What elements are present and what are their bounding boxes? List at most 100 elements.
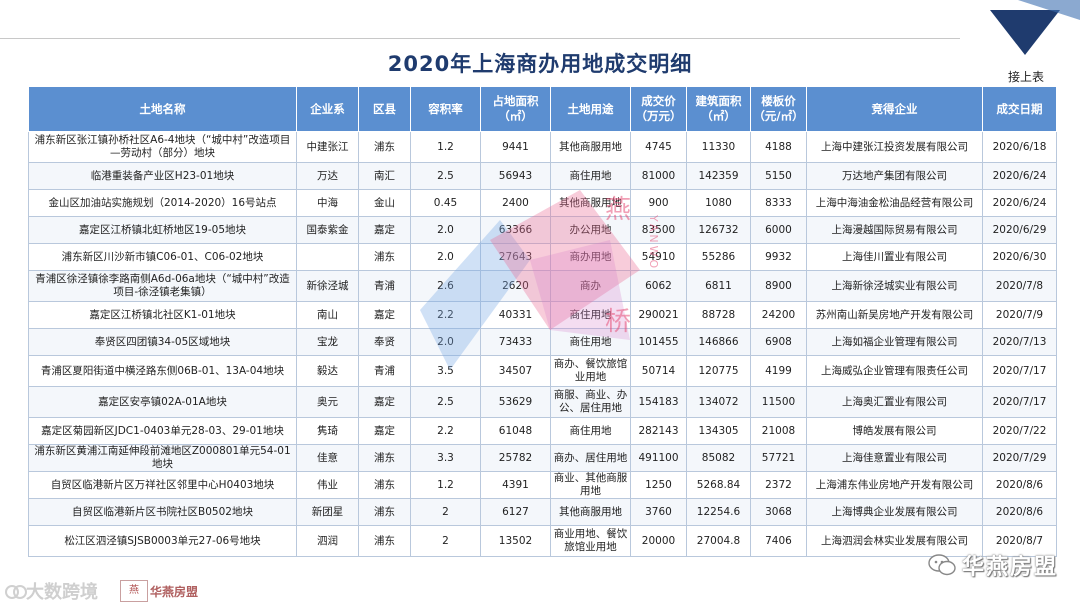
cell-price: 81000 <box>630 162 687 190</box>
cell-date: 2020/6/30 <box>982 243 1057 271</box>
cell-date: 2020/7/17 <box>982 386 1057 418</box>
cell-district: 南汇 <box>358 162 411 190</box>
cell-price: 900 <box>630 189 687 217</box>
cell-land-area: 2620 <box>480 270 551 302</box>
cell-use: 其他商服用地 <box>550 498 631 526</box>
cell-use: 商住用地 <box>550 162 631 190</box>
cell-name: 奉贤区四团镇34-05区域地块 <box>28 328 297 356</box>
cell-developer: 伟业 <box>296 471 359 499</box>
cell-floor-price: 21008 <box>750 417 807 445</box>
cell-use: 商业、其他商服用地 <box>550 471 631 499</box>
cell-land-area: 40331 <box>480 301 551 329</box>
col-header-use: 土地用途 <box>550 86 631 132</box>
col-header-floor-area: 建筑面积（㎡） <box>686 86 751 132</box>
cell-far: 2.6 <box>410 270 481 302</box>
footer-left-text: 大数跨境 <box>26 582 98 603</box>
cell-land-area: 25782 <box>480 444 551 472</box>
col-header-buyer: 竞得企业 <box>806 86 983 132</box>
cell-district: 浦东 <box>358 131 411 163</box>
table-row: 青浦区徐泾镇徐李路南侧A6d-06a地块（“城中村”改造项目-徐泾镇老集镇） 新徐… <box>28 270 1057 302</box>
col-header-district: 区县 <box>358 86 411 132</box>
cell-use: 商办、餐饮旅馆业用地 <box>550 355 631 387</box>
cell-price: 83500 <box>630 216 687 244</box>
cell-developer: 佳意 <box>296 444 359 472</box>
cell-name: 自贸区临港新片区书院社区B0502地块 <box>28 498 297 526</box>
cell-far: 3.5 <box>410 355 481 387</box>
table-row: 自贸区临港新片区万祥社区邻里中心H0403地块 伟业 浦东 1.2 4391 商业、其他商… <box>28 471 1057 499</box>
cell-use: 商住用地 <box>550 301 631 329</box>
cell-use: 办公用地 <box>550 216 631 244</box>
cell-floor-price: 2372 <box>750 471 807 499</box>
col-header-date: 成交日期 <box>982 86 1057 132</box>
cell-far: 0.45 <box>410 189 481 217</box>
wechat-icon <box>928 554 956 576</box>
cell-price: 1250 <box>630 471 687 499</box>
cell-date: 2020/7/22 <box>982 417 1057 445</box>
cell-floor-price: 9932 <box>750 243 807 271</box>
cell-date: 2020/6/24 <box>982 189 1057 217</box>
cell-date: 2020/8/7 <box>982 525 1057 557</box>
page-title: 2020年上海商办用地成交明细 <box>387 52 693 76</box>
wechat-account-name: 华燕房盟 <box>961 555 1058 580</box>
cell-use: 商办、居住用地 <box>550 444 631 472</box>
cell-name: 嘉定区安亭镇02A-01A地块 <box>28 386 297 418</box>
cell-buyer: 上海漫越国际贸易有限公司 <box>806 216 983 244</box>
cell-floor-area: 12254.6 <box>686 498 751 526</box>
cell-name: 浦东新区张江镇孙桥社区A6-4地块（“城中村”改造项目—劳动村（部分）地块 <box>28 131 297 163</box>
cell-price: 154183 <box>630 386 687 418</box>
cell-buyer: 上海如福企业管理有限公司 <box>806 328 983 356</box>
cell-price: 6062 <box>630 270 687 302</box>
cell-floor-price: 3068 <box>750 498 807 526</box>
cell-far: 2.0 <box>410 216 481 244</box>
cell-buyer: 上海威弘企业管理有限责任公司 <box>806 355 983 387</box>
cell-far: 2.2 <box>410 301 481 329</box>
cell-date: 2020/6/29 <box>982 216 1057 244</box>
table-row: 嘉定区江桥镇北社区K1-01地块 南山 嘉定 2.2 40331 商住用地 290021 88… <box>28 301 1057 329</box>
cell-buyer: 上海中海油金松油品经营有限公司 <box>806 189 983 217</box>
cell-developer: 毅达 <box>296 355 359 387</box>
cell-developer: 泗润 <box>296 525 359 557</box>
cell-floor-price: 6000 <box>750 216 807 244</box>
cell-developer: 国泰紫金 <box>296 216 359 244</box>
cell-price: 4745 <box>630 131 687 163</box>
cell-district: 嘉定 <box>358 301 411 329</box>
cell-far: 3.3 <box>410 444 481 472</box>
cell-floor-area: 5268.84 <box>686 471 751 499</box>
cell-date: 2020/8/6 <box>982 471 1057 499</box>
cell-developer: 宝龙 <box>296 328 359 356</box>
cell-district: 浦东 <box>358 471 411 499</box>
cell-price: 101455 <box>630 328 687 356</box>
cell-district: 嘉定 <box>358 216 411 244</box>
cell-price: 54910 <box>630 243 687 271</box>
col-header-price: 成交价（万元） <box>630 86 687 132</box>
cell-price: 491100 <box>630 444 687 472</box>
top-divider <box>0 38 960 39</box>
cell-floor-area: 27004.8 <box>686 525 751 557</box>
table-row: 浦东新区黄浦江南延伸段前滩地区Z000801单元54-01地块 佳意 浦东 3.3 25… <box>28 444 1057 472</box>
table-row: 浦东新区川沙新市镇C06-01、C06-02地块 浦东 2.0 27643 商办用地 54… <box>28 243 1057 271</box>
cell-land-area: 34507 <box>480 355 551 387</box>
cell-buyer: 上海新徐泾城实业有限公司 <box>806 270 983 302</box>
cell-district: 奉贤 <box>358 328 411 356</box>
cell-price: 290021 <box>630 301 687 329</box>
cell-far: 2 <box>410 525 481 557</box>
cell-land-area: 27643 <box>480 243 551 271</box>
footer-seal: 燕 <box>120 580 148 602</box>
col-header-developer: 企业系 <box>296 86 359 132</box>
table-row: 嘉定区江桥镇北虹桥地区19-05地块 国泰紫金 嘉定 2.0 63366 办公用地 8350… <box>28 216 1057 244</box>
cell-date: 2020/6/18 <box>982 131 1057 163</box>
table-row: 青浦区夏阳街道中横泾路东侧06B-01、13A-04地块 毅达 青浦 3.5 34507… <box>28 355 1057 387</box>
cell-far: 2.2 <box>410 417 481 445</box>
cell-land-area: 53629 <box>480 386 551 418</box>
cell-developer: 中建张江 <box>296 131 359 163</box>
cell-floor-price: 4188 <box>750 131 807 163</box>
table-row: 嘉定区安亭镇02A-01A地块 奥元 嘉定 2.5 53629 商服、商业、办公、居住用地… <box>28 386 1057 418</box>
cell-buyer: 上海浦东伟业房地产开发有限公司 <box>806 471 983 499</box>
cell-district: 嘉定 <box>358 417 411 445</box>
cell-land-area: 13502 <box>480 525 551 557</box>
continued-label: 接上表 <box>1007 70 1044 84</box>
cell-buyer: 万达地产集团有限公司 <box>806 162 983 190</box>
cell-price: 3760 <box>630 498 687 526</box>
footer-brand-text: 华燕房盟 <box>150 585 199 599</box>
cell-buyer: 博皓发展有限公司 <box>806 417 983 445</box>
